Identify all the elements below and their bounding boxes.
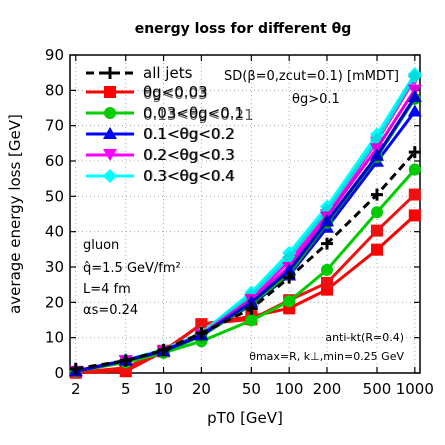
- legend-entry-4: 0.2<θg<0.3 0.2<θg<0.3: [86, 146, 236, 164]
- data-point: [408, 209, 421, 222]
- legend-label-5: 0.3<θg<0.4: [143, 167, 235, 185]
- data-point: [245, 314, 258, 327]
- data-point: [283, 271, 296, 284]
- legend-overlay-2: 0.13<θg<0.21: [143, 106, 254, 124]
- grid-layer: [70, 55, 420, 373]
- data-point: [320, 263, 333, 276]
- data-point: [157, 344, 170, 357]
- legend-label-1: θg<0.03: [143, 83, 208, 101]
- x-tick-label: 20: [192, 380, 211, 398]
- y-tick-label: 90: [45, 46, 64, 64]
- data-point: [370, 206, 383, 219]
- chart-title: energy loss for different θg: [135, 21, 352, 37]
- y-tick-label: 70: [45, 117, 64, 135]
- legend-label-all-jets: all jets: [143, 64, 193, 82]
- y-tick-label: 60: [45, 152, 64, 170]
- data-point: [195, 327, 208, 340]
- x-tick-label: 2: [71, 380, 81, 398]
- y-tick-label: 40: [45, 223, 64, 241]
- legend-overlay-3: 0.1<θg<0.2: [144, 125, 236, 143]
- x-axis-label: pT0 [GeV]: [207, 409, 283, 427]
- annotation-softdrop: SD(β=0,zcut=0.1) [mMDT]: [224, 69, 399, 84]
- legend-label-3: 0.1<θg<0.2: [143, 125, 235, 143]
- legend-overlay-5: 0.3<θg<0.4: [144, 167, 236, 185]
- x-tick-label: 100: [275, 380, 304, 398]
- data-point: [119, 354, 132, 367]
- legend-overlay-1: θg<0.03: [143, 85, 208, 103]
- y-tick-label: 50: [45, 187, 64, 205]
- annotation-antikt: anti-kt(R=0.4): [325, 331, 404, 344]
- data-point: [244, 295, 259, 308]
- series-line: [75, 88, 417, 373]
- y-tick-label: 20: [45, 293, 64, 311]
- legend-label-4: 0.2<θg<0.3: [143, 146, 235, 164]
- annotation-gluon: gluon: [83, 238, 119, 253]
- legend: all jets θg<0.03 θg<0.03 0.03<θg<0.1 0.1…: [86, 64, 254, 185]
- y-tick-label: 10: [45, 329, 64, 347]
- x-tick-label: 200: [313, 380, 342, 398]
- series-layer: [68, 67, 422, 379]
- annotation-length: L=4 fm: [83, 282, 131, 297]
- series-0: [69, 146, 421, 375]
- x-tick-label: 1000: [396, 380, 434, 398]
- legend-entry-1: θg<0.03 θg<0.03: [86, 83, 208, 103]
- annotation-qhat: q̂=1.5 GeV/fm²: [83, 261, 181, 276]
- data-point: [320, 276, 333, 289]
- data-point: [407, 69, 422, 84]
- legend-entry-5: 0.3<θg<0.4 0.3<θg<0.4: [86, 167, 236, 185]
- data-point: [370, 188, 383, 201]
- legend-label-2: 0.03<θg<0.1: [143, 104, 244, 122]
- data-point: [69, 362, 82, 375]
- annotation-theta-cut: θg>0.1: [292, 92, 340, 107]
- data-point: [407, 90, 422, 103]
- legend-entry-2: 0.03<θg<0.1 0.13<θg<0.21: [86, 104, 254, 124]
- y-tick-label: 80: [45, 81, 64, 99]
- annotation-alpha: αs=0.24: [83, 303, 138, 318]
- x-tick-label: 500: [363, 380, 392, 398]
- annotation-thetamax: θmax=R, k⊥,min=0.25 GeV: [249, 350, 404, 363]
- data-point: [195, 318, 208, 331]
- data-point: [408, 146, 421, 159]
- data-point: [370, 224, 383, 237]
- data-point: [320, 237, 333, 250]
- data-point: [319, 214, 334, 227]
- data-point: [245, 302, 258, 315]
- legend-entry-all-jets: all jets: [86, 64, 193, 82]
- data-point: [407, 104, 422, 117]
- y-axis-label: average energy loss [GeV]: [6, 114, 24, 314]
- data-point: [408, 188, 421, 201]
- data-point: [283, 295, 296, 308]
- y-tick-label: 0: [54, 364, 64, 382]
- x-tick-label: 50: [242, 380, 261, 398]
- plot-frame: [69, 54, 421, 374]
- tick-layer: 2 5 10 20 50 100 200 500 1000 0 10 20 30 40 50 60 70 80 90: [45, 46, 434, 398]
- data-point: [370, 243, 383, 256]
- y-tick-label: 30: [45, 258, 64, 276]
- legend-overlay-4: 0.2<θg<0.3: [144, 146, 236, 164]
- data-point: [408, 163, 421, 176]
- x-tick-label: 10: [154, 380, 173, 398]
- legend-entry-3: 0.1<θg<0.2 0.1<θg<0.2: [86, 125, 236, 143]
- data-point: [369, 148, 384, 161]
- x-tick-label: 5: [121, 380, 131, 398]
